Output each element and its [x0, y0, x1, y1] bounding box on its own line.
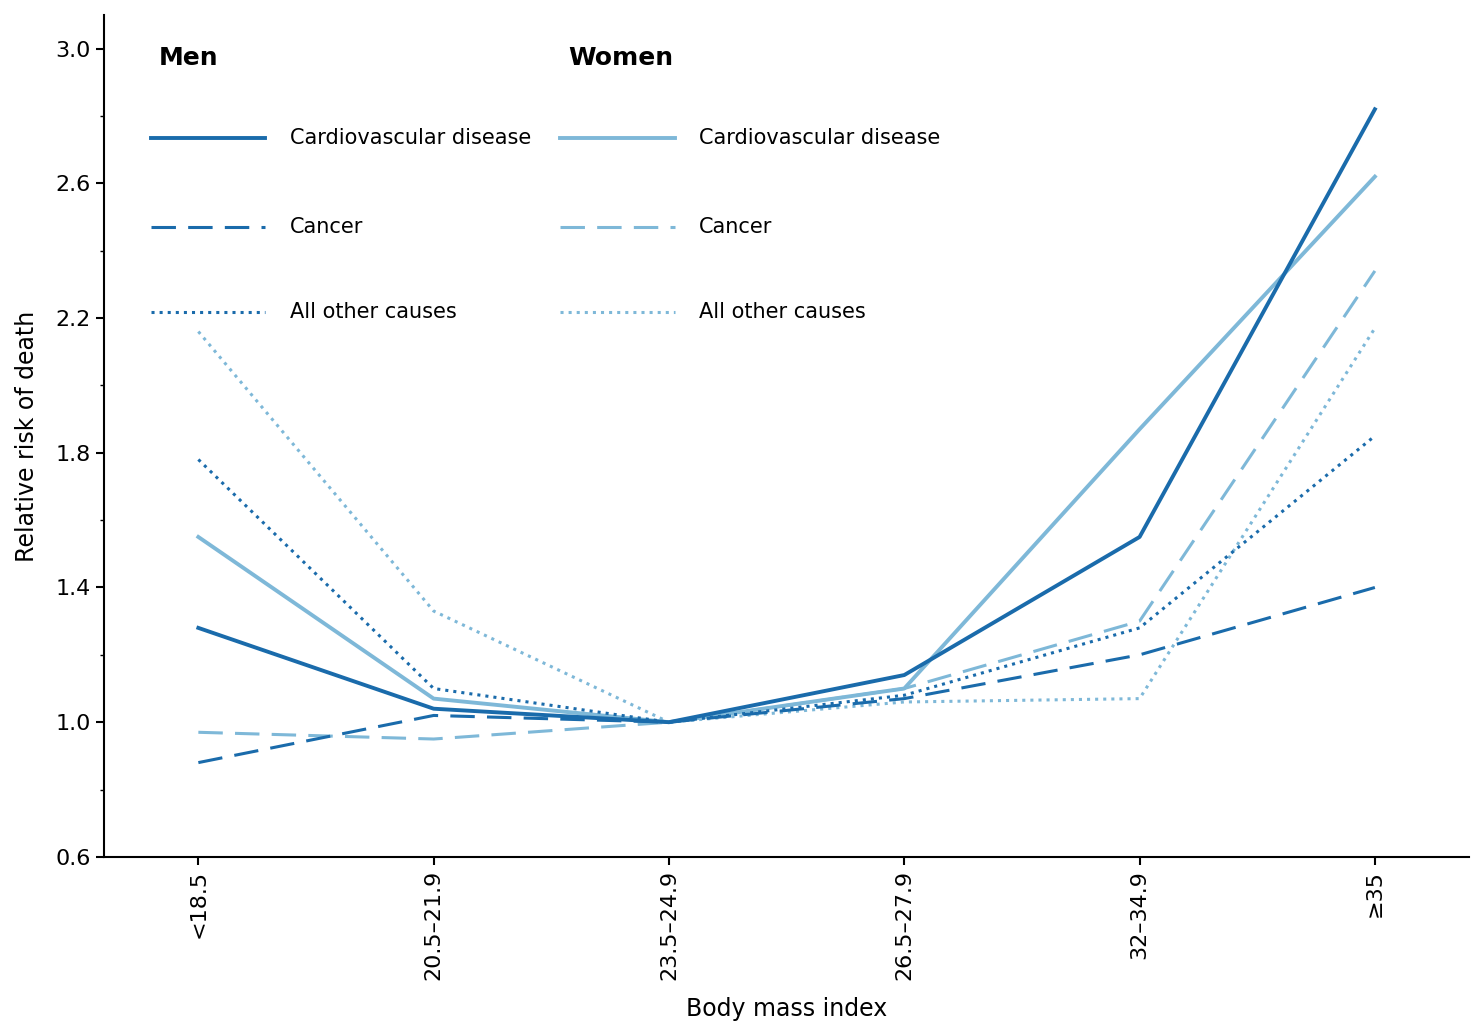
Y-axis label: Relative risk of death: Relative risk of death [15, 311, 39, 562]
X-axis label: Body mass index: Body mass index [686, 997, 887, 1021]
